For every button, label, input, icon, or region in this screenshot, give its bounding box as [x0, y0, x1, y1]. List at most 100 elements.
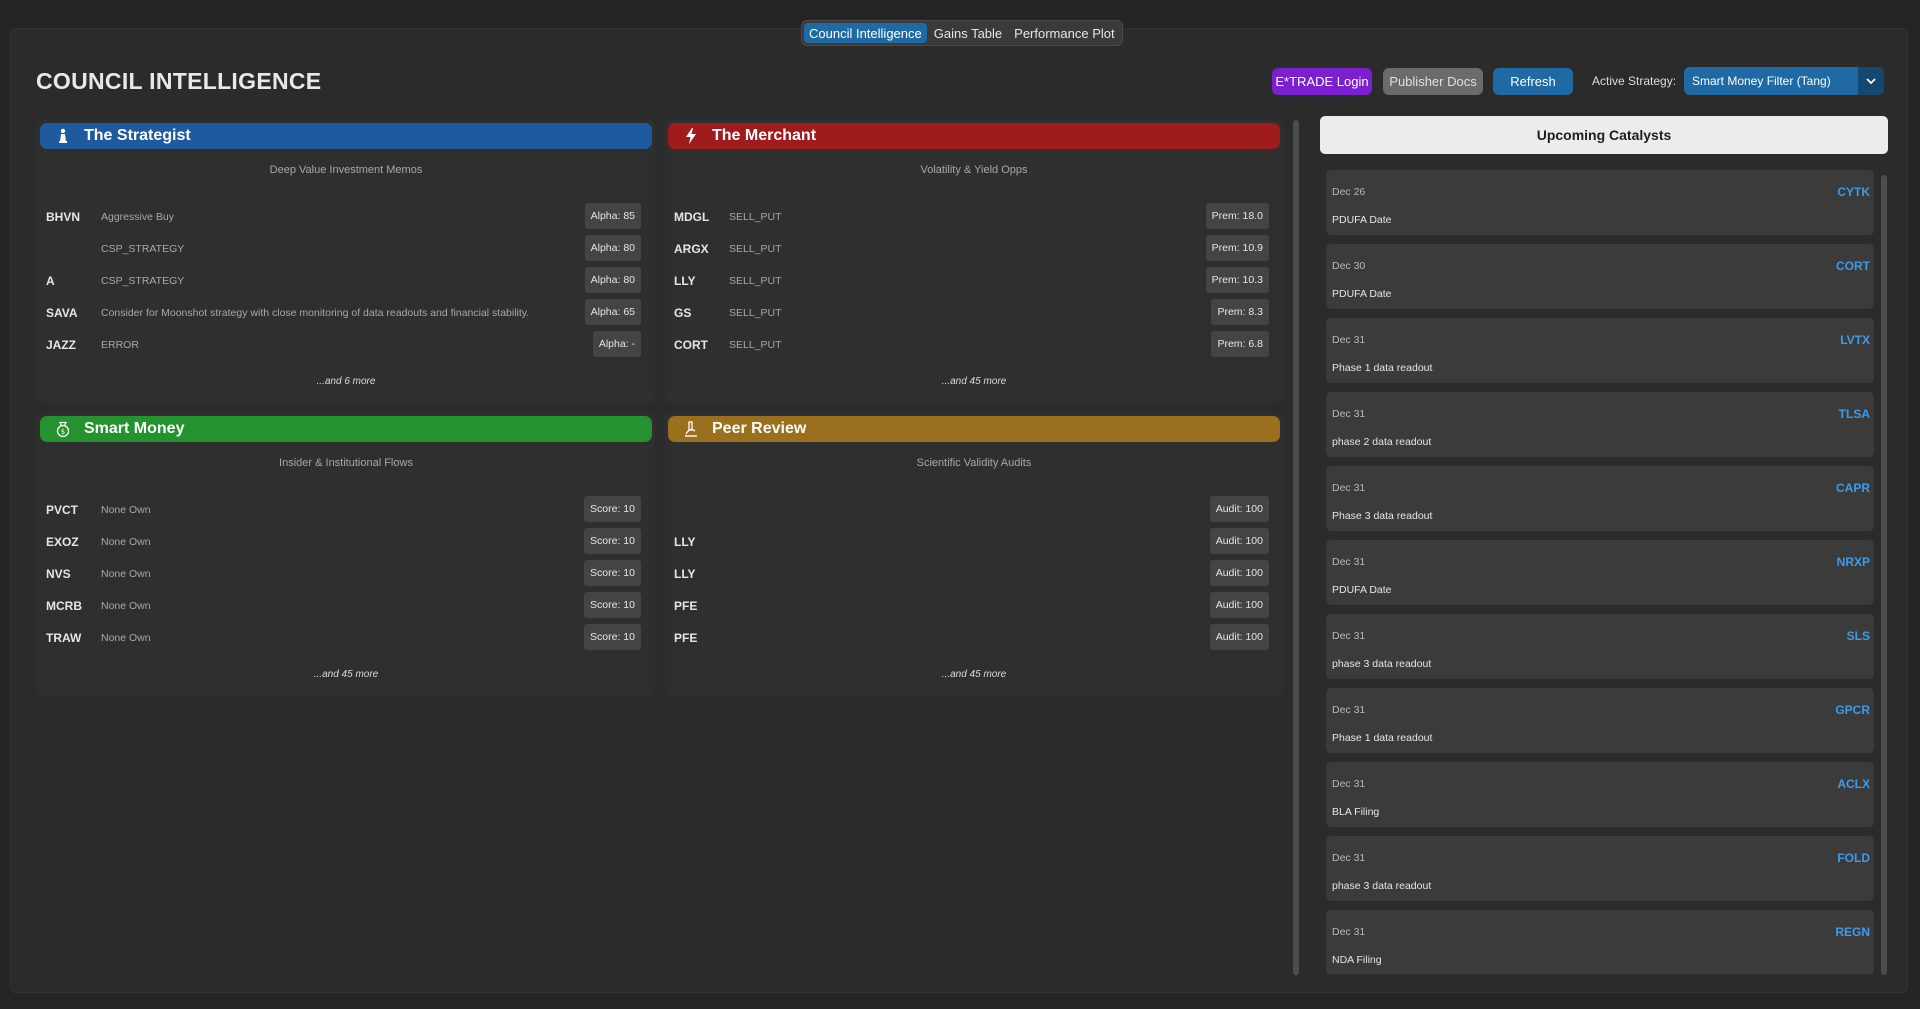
more-link[interactable]: ...and 45 more	[941, 376, 1007, 387]
row-ticker: LLY	[674, 567, 696, 581]
refresh-button[interactable]: Refresh	[1493, 68, 1573, 95]
catalyst-date: Dec 31	[1332, 704, 1366, 716]
catalyst-date: Dec 31	[1332, 334, 1366, 346]
row-score-badge: Alpha: -	[592, 331, 641, 357]
catalyst-event: NDA Filing	[1332, 954, 1382, 966]
catalyst-symbol[interactable]: TLSA	[1838, 407, 1870, 421]
catalyst-item[interactable]: Dec 31 LVTX Phase 1 data readout	[1326, 318, 1874, 383]
row-description: CSP_STRATEGY	[101, 243, 185, 255]
publisher-docs-button[interactable]: Publisher Docs	[1383, 68, 1483, 95]
cards-scrollbar[interactable]	[1293, 120, 1299, 975]
catalyst-symbol[interactable]: LVTX	[1840, 333, 1870, 347]
card-row[interactable]: NVS None Own Score: 10	[37, 560, 655, 586]
card-row[interactable]: SAVA Consider for Moonshot strategy with…	[37, 299, 655, 325]
card-row[interactable]: EXOZ None Own Score: 10	[37, 528, 655, 554]
card-row[interactable]: A CSP_STRATEGY Alpha: 80	[37, 267, 655, 293]
card-row[interactable]: MCRB None Own Score: 10	[37, 592, 655, 618]
chevron-down-icon[interactable]	[1858, 67, 1884, 95]
tab-performance-plot[interactable]: Performance Plot	[1014, 26, 1115, 41]
card-row[interactable]: PFE Audit: 100	[665, 592, 1283, 618]
card-header: The Strategist	[40, 123, 652, 149]
card-row[interactable]: TRAW None Own Score: 10	[37, 624, 655, 650]
row-ticker: LLY	[674, 535, 696, 549]
row-ticker: GS	[674, 306, 692, 320]
row-ticker: PFE	[674, 599, 698, 613]
card-row[interactable]: MDGL SELL_PUT Prem: 18.0	[665, 203, 1283, 229]
catalysts-scrollbar[interactable]	[1881, 175, 1887, 975]
tab-council-intelligence[interactable]: Council Intelligence	[804, 23, 927, 43]
row-ticker: LLY	[674, 274, 696, 288]
catalyst-date: Dec 31	[1332, 556, 1366, 568]
row-description: SELL_PUT	[729, 307, 782, 319]
catalyst-symbol[interactable]: NRXP	[1836, 555, 1870, 569]
tab-gains-table[interactable]: Gains Table	[933, 26, 1003, 41]
card-row[interactable]: BHVN Aggressive Buy Alpha: 85	[37, 203, 655, 229]
card-row[interactable]: JAZZ ERROR Alpha: -	[37, 331, 655, 357]
card-subtitle: Volatility & Yield Opps	[920, 164, 1028, 176]
card-header: $ Smart Money	[40, 416, 652, 442]
card-subtitle: Deep Value Investment Memos	[269, 164, 423, 176]
card-smart-money: $ Smart Money Insider & Institutional Fl…	[37, 413, 655, 696]
catalyst-date: Dec 31	[1332, 482, 1366, 494]
card-row[interactable]: PFE Audit: 100	[665, 624, 1283, 650]
card-title: The Merchant	[712, 127, 817, 144]
catalyst-symbol[interactable]: CORT	[1836, 259, 1870, 273]
catalyst-date: Dec 30	[1332, 260, 1366, 272]
row-score-badge: Audit: 100	[1209, 496, 1269, 522]
strategy-dropdown[interactable]: Smart Money Filter (Tang)	[1684, 67, 1884, 95]
row-description: SELL_PUT	[729, 211, 782, 223]
card-row[interactable]: ARGX SELL_PUT Prem: 10.9	[665, 235, 1283, 261]
catalyst-date: Dec 31	[1332, 926, 1366, 938]
catalyst-symbol[interactable]: ACLX	[1837, 777, 1870, 791]
catalyst-item[interactable]: Dec 30 CORT PDUFA Date	[1326, 244, 1874, 309]
catalyst-date: Dec 31	[1332, 408, 1366, 420]
row-description: Aggressive Buy	[101, 211, 174, 223]
row-description: SELL_PUT	[729, 339, 782, 351]
row-ticker: TRAW	[46, 631, 82, 645]
catalyst-item[interactable]: Dec 31 NRXP PDUFA Date	[1326, 540, 1874, 605]
card-row[interactable]: CORT SELL_PUT Prem: 6.8	[665, 331, 1283, 357]
catalyst-symbol[interactable]: CYTK	[1837, 185, 1870, 199]
catalyst-item[interactable]: Dec 31 CAPR Phase 3 data readout	[1326, 466, 1874, 531]
card-row[interactable]: GS SELL_PUT Prem: 8.3	[665, 299, 1283, 325]
card-row[interactable]: Audit: 100	[665, 496, 1283, 522]
card-the-strategist: The Strategist Deep Value Investment Mem…	[37, 120, 655, 403]
more-link[interactable]: ...and 45 more	[313, 669, 379, 680]
row-score-badge: Alpha: 80	[584, 235, 641, 261]
catalyst-item[interactable]: Dec 26 CYTK PDUFA Date	[1326, 170, 1874, 235]
card-peer-review: Peer Review Scientific Validity Audits A…	[665, 413, 1283, 696]
card-row[interactable]: PVCT None Own Score: 10	[37, 496, 655, 522]
row-description: CSP_STRATEGY	[101, 275, 185, 287]
catalyst-item[interactable]: Dec 31 TLSA phase 2 data readout	[1326, 392, 1874, 457]
catalyst-item[interactable]: Dec 31 ACLX BLA Filing	[1326, 762, 1874, 827]
catalyst-event: Phase 1 data readout	[1332, 732, 1433, 744]
card-row[interactable]: LLY SELL_PUT Prem: 10.3	[665, 267, 1283, 293]
catalyst-symbol[interactable]: FOLD	[1837, 851, 1870, 865]
catalyst-item[interactable]: Dec 31 FOLD phase 3 data readout	[1326, 836, 1874, 901]
catalyst-item[interactable]: Dec 31 SLS phase 3 data readout	[1326, 614, 1874, 679]
catalyst-symbol[interactable]: REGN	[1835, 925, 1870, 939]
card-row[interactable]: LLY Audit: 100	[665, 528, 1283, 554]
more-link[interactable]: ...and 45 more	[941, 669, 1007, 680]
row-score-badge: Score: 10	[584, 592, 641, 618]
catalyst-item[interactable]: Dec 31 REGN NDA Filing	[1326, 910, 1874, 974]
etrade-login-button[interactable]: E*TRADE Login	[1272, 68, 1372, 95]
catalyst-symbol[interactable]: GPCR	[1835, 703, 1870, 717]
row-description: None Own	[101, 632, 151, 644]
catalyst-symbol[interactable]: CAPR	[1835, 481, 1870, 495]
row-score-badge: Score: 10	[584, 528, 641, 554]
row-description: None Own	[101, 568, 151, 580]
microscope-icon	[678, 419, 704, 439]
row-ticker: NVS	[46, 567, 71, 581]
catalysts-list: Dec 26 CYTK PDUFA Date Dec 30 CORT PDUFA …	[1320, 170, 1888, 974]
more-link[interactable]: ...and 6 more	[316, 376, 376, 387]
strategy-dropdown-value: Smart Money Filter (Tang)	[1692, 74, 1831, 88]
card-row[interactable]: LLY Audit: 100	[665, 560, 1283, 586]
row-ticker: A	[46, 274, 55, 288]
catalyst-symbol[interactable]: SLS	[1846, 629, 1870, 643]
row-score-badge: Audit: 100	[1209, 624, 1269, 650]
row-score-badge: Score: 10	[584, 496, 641, 522]
catalyst-item[interactable]: Dec 31 GPCR Phase 1 data readout	[1326, 688, 1874, 753]
row-description: Consider for Moonshot strategy with clos…	[101, 307, 530, 319]
card-row[interactable]: CSP_STRATEGY Alpha: 80	[37, 235, 655, 261]
